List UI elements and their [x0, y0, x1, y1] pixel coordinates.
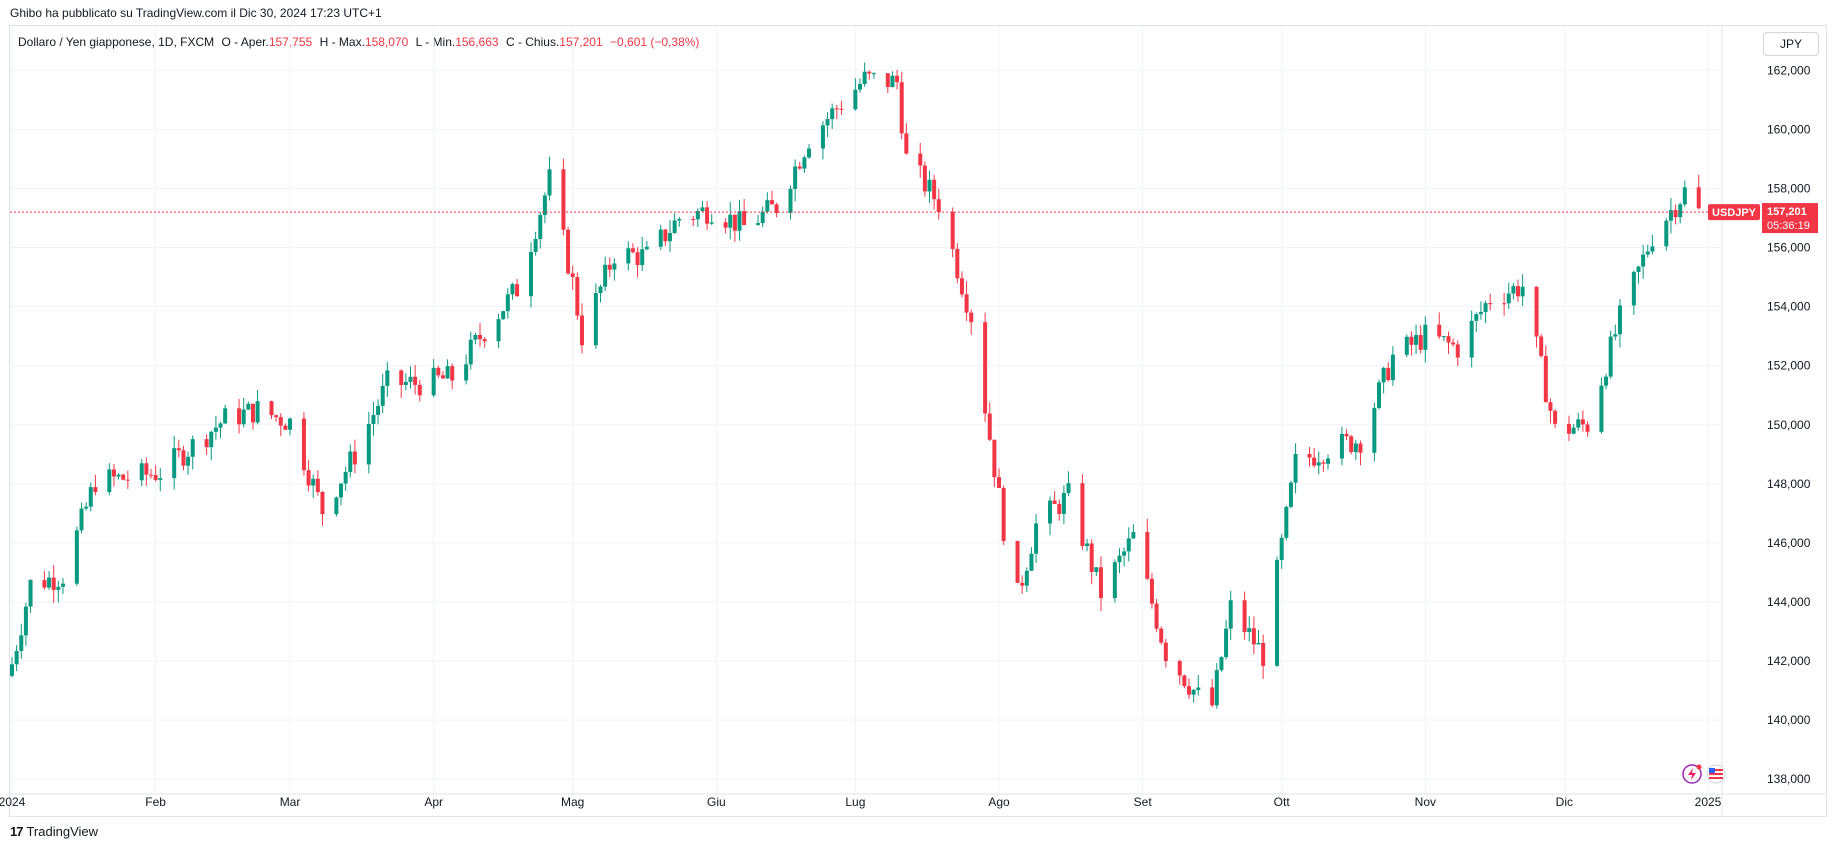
close-value: 157,201: [559, 35, 603, 49]
high-label: H - Max.: [319, 35, 365, 49]
tradingview-logo-text: TradingView: [26, 824, 99, 839]
chart-legend: Dollaro / Yen giapponese, 1D, FXCM O - A…: [18, 35, 699, 49]
tradingview-logo[interactable]: 17 TradingView: [10, 824, 98, 839]
currency-button[interactable]: JPY: [1763, 32, 1819, 56]
symbol-description[interactable]: Dollaro / Yen giapponese, 1D, FXCM: [18, 35, 215, 49]
low-label: L - Min.: [415, 35, 456, 49]
open-value: 157,755: [268, 35, 313, 49]
tradingview-logo-icon: 17: [10, 824, 24, 839]
low-value: 156,663: [455, 35, 499, 49]
open-label: O - Aper.: [221, 35, 269, 49]
close-label: C - Chius.: [505, 35, 560, 49]
high-value: 158,070: [364, 35, 409, 49]
published-info: Ghibo ha pubblicato su TradingView.com i…: [10, 6, 382, 20]
change-value: −0,601 (−0,38%): [610, 35, 700, 49]
chart-frame: [9, 25, 1827, 817]
